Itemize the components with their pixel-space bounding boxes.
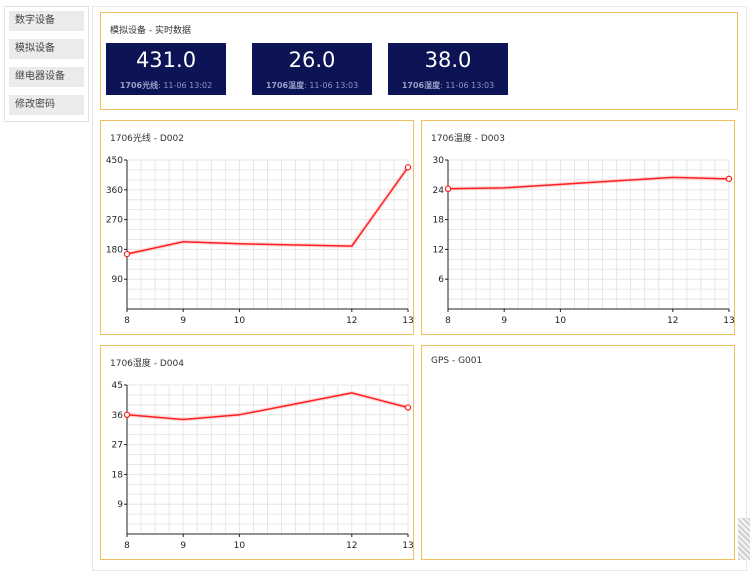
sidebar-item-relay-devices[interactable]: 继电器设备 <box>9 67 84 87</box>
chart-panel-light: 1706光线 - D002 90 180 270 360 450 8 9 10 12 13 <box>100 120 414 335</box>
chart-panel-humidity: 1706湿度 - D004 9 18 27 36 45 8 9 10 12 13 <box>100 345 414 560</box>
x-tick-label: 8 <box>124 541 130 551</box>
series-endpoint-marker <box>404 404 412 411</box>
realtime-tile-light: 431.0 1706光线: 11-06 13:02 <box>106 43 226 95</box>
sidebar-item-label: 修改密码 <box>15 99 55 110</box>
chart-title: 1706温度 - D003 <box>431 134 505 144</box>
x-tick-label: 9 <box>180 541 186 551</box>
tile-time: 11-06 13:03 <box>445 81 495 90</box>
y-tick-label: 30 <box>433 156 445 166</box>
gps-panel-title: GPS - G001 <box>431 356 483 366</box>
y-tick-label: 12 <box>433 245 444 255</box>
y-tick-label: 27 <box>112 441 123 451</box>
realtime-panel: 模拟设备 - 实时数据 431.0 1706光线: 11-06 13:02 26… <box>100 12 738 110</box>
sidebar-item-label: 模拟设备 <box>15 43 55 54</box>
x-tick-label: 8 <box>124 316 130 326</box>
realtime-tile-humidity: 38.0 1706湿度: 11-06 13:03 <box>388 43 508 95</box>
y-tick-label: 90 <box>112 275 124 285</box>
y-tick-label: 6 <box>438 275 444 285</box>
series-endpoint-marker <box>444 185 452 193</box>
y-tick-label: 24 <box>433 186 445 196</box>
series-endpoint-marker <box>725 175 733 183</box>
series-line <box>447 176 730 190</box>
sidebar-item-digital-devices[interactable]: 数字设备 <box>9 11 84 31</box>
x-tick-label: 10 <box>234 541 246 551</box>
sidebar-item-label: 继电器设备 <box>15 71 65 82</box>
y-tick-label: 36 <box>112 411 124 421</box>
humidity-line-chart: 9 18 27 36 45 8 9 10 12 13 <box>112 381 414 551</box>
main-content: 模拟设备 - 实时数据 431.0 1706光线: 11-06 13:02 26… <box>92 6 747 571</box>
tile-sensor: 1706光线 <box>119 81 159 90</box>
y-tick-label: 45 <box>112 381 123 391</box>
chart-title: 1706湿度 - D004 <box>110 359 184 369</box>
series-endpoint-marker <box>123 250 131 258</box>
tile-caption: 1706光线: 11-06 13:02 <box>119 81 213 90</box>
realtime-tile-temperature: 26.0 1706温度: 11-06 13:03 <box>252 43 372 95</box>
x-tick-label: 9 <box>501 316 507 326</box>
x-tick-label: 10 <box>234 316 246 326</box>
y-tick-label: 450 <box>106 156 123 166</box>
tile-caption: 1706温度: 11-06 13:03 <box>265 81 359 90</box>
sidebar-menu: 数字设备 模拟设备 继电器设备 修改密码 <box>4 6 89 122</box>
tile-value: 38.0 <box>424 48 472 72</box>
temperature-line-chart: 6 12 18 24 30 8 9 10 12 13 <box>433 156 735 326</box>
x-tick-label: 12 <box>346 316 357 326</box>
x-tick-label: 13 <box>723 316 734 326</box>
x-tick-label: 9 <box>180 316 186 326</box>
realtime-panel-title: 模拟设备 - 实时数据 <box>110 26 191 36</box>
y-tick-label: 180 <box>106 245 123 255</box>
sidebar-item-change-password[interactable]: 修改密码 <box>9 95 84 115</box>
tile-value: 26.0 <box>288 48 336 72</box>
tile-time: 11-06 13:03 <box>309 81 359 90</box>
x-tick-label: 13 <box>402 316 413 326</box>
chart-panel-temperature: 1706温度 - D003 6 12 18 24 30 8 9 10 12 13 <box>421 120 735 335</box>
scrollbar-thumb[interactable] <box>738 518 750 560</box>
series-line <box>126 166 409 255</box>
y-tick-label: 9 <box>117 500 123 510</box>
x-tick-label: 10 <box>555 316 567 326</box>
x-tick-label: 8 <box>445 316 451 326</box>
y-tick-label: 18 <box>112 470 124 480</box>
y-tick-label: 360 <box>106 186 123 196</box>
chart-title: 1706光线 - D002 <box>110 134 184 144</box>
y-tick-label: 18 <box>433 216 445 226</box>
sidebar-item-label: 数字设备 <box>15 15 55 26</box>
series-endpoint-marker <box>404 164 412 171</box>
x-tick-label: 12 <box>346 541 357 551</box>
sidebar-item-analog-devices[interactable]: 模拟设备 <box>9 39 84 59</box>
tile-sensor: 1706温度 <box>265 81 305 90</box>
tile-caption: 1706湿度: 11-06 13:03 <box>401 81 495 90</box>
tile-time: 11-06 13:02 <box>163 81 213 90</box>
light-line-chart: 90 180 270 360 450 8 9 10 12 13 <box>106 156 414 326</box>
series-line <box>126 392 409 421</box>
x-tick-label: 12 <box>667 316 678 326</box>
tile-sensor: 1706湿度 <box>401 81 441 90</box>
tile-value: 431.0 <box>135 48 197 72</box>
series-endpoint-marker <box>123 411 131 419</box>
y-tick-label: 270 <box>106 216 123 226</box>
gps-panel: GPS - G001 <box>421 345 735 560</box>
x-tick-label: 13 <box>402 541 413 551</box>
